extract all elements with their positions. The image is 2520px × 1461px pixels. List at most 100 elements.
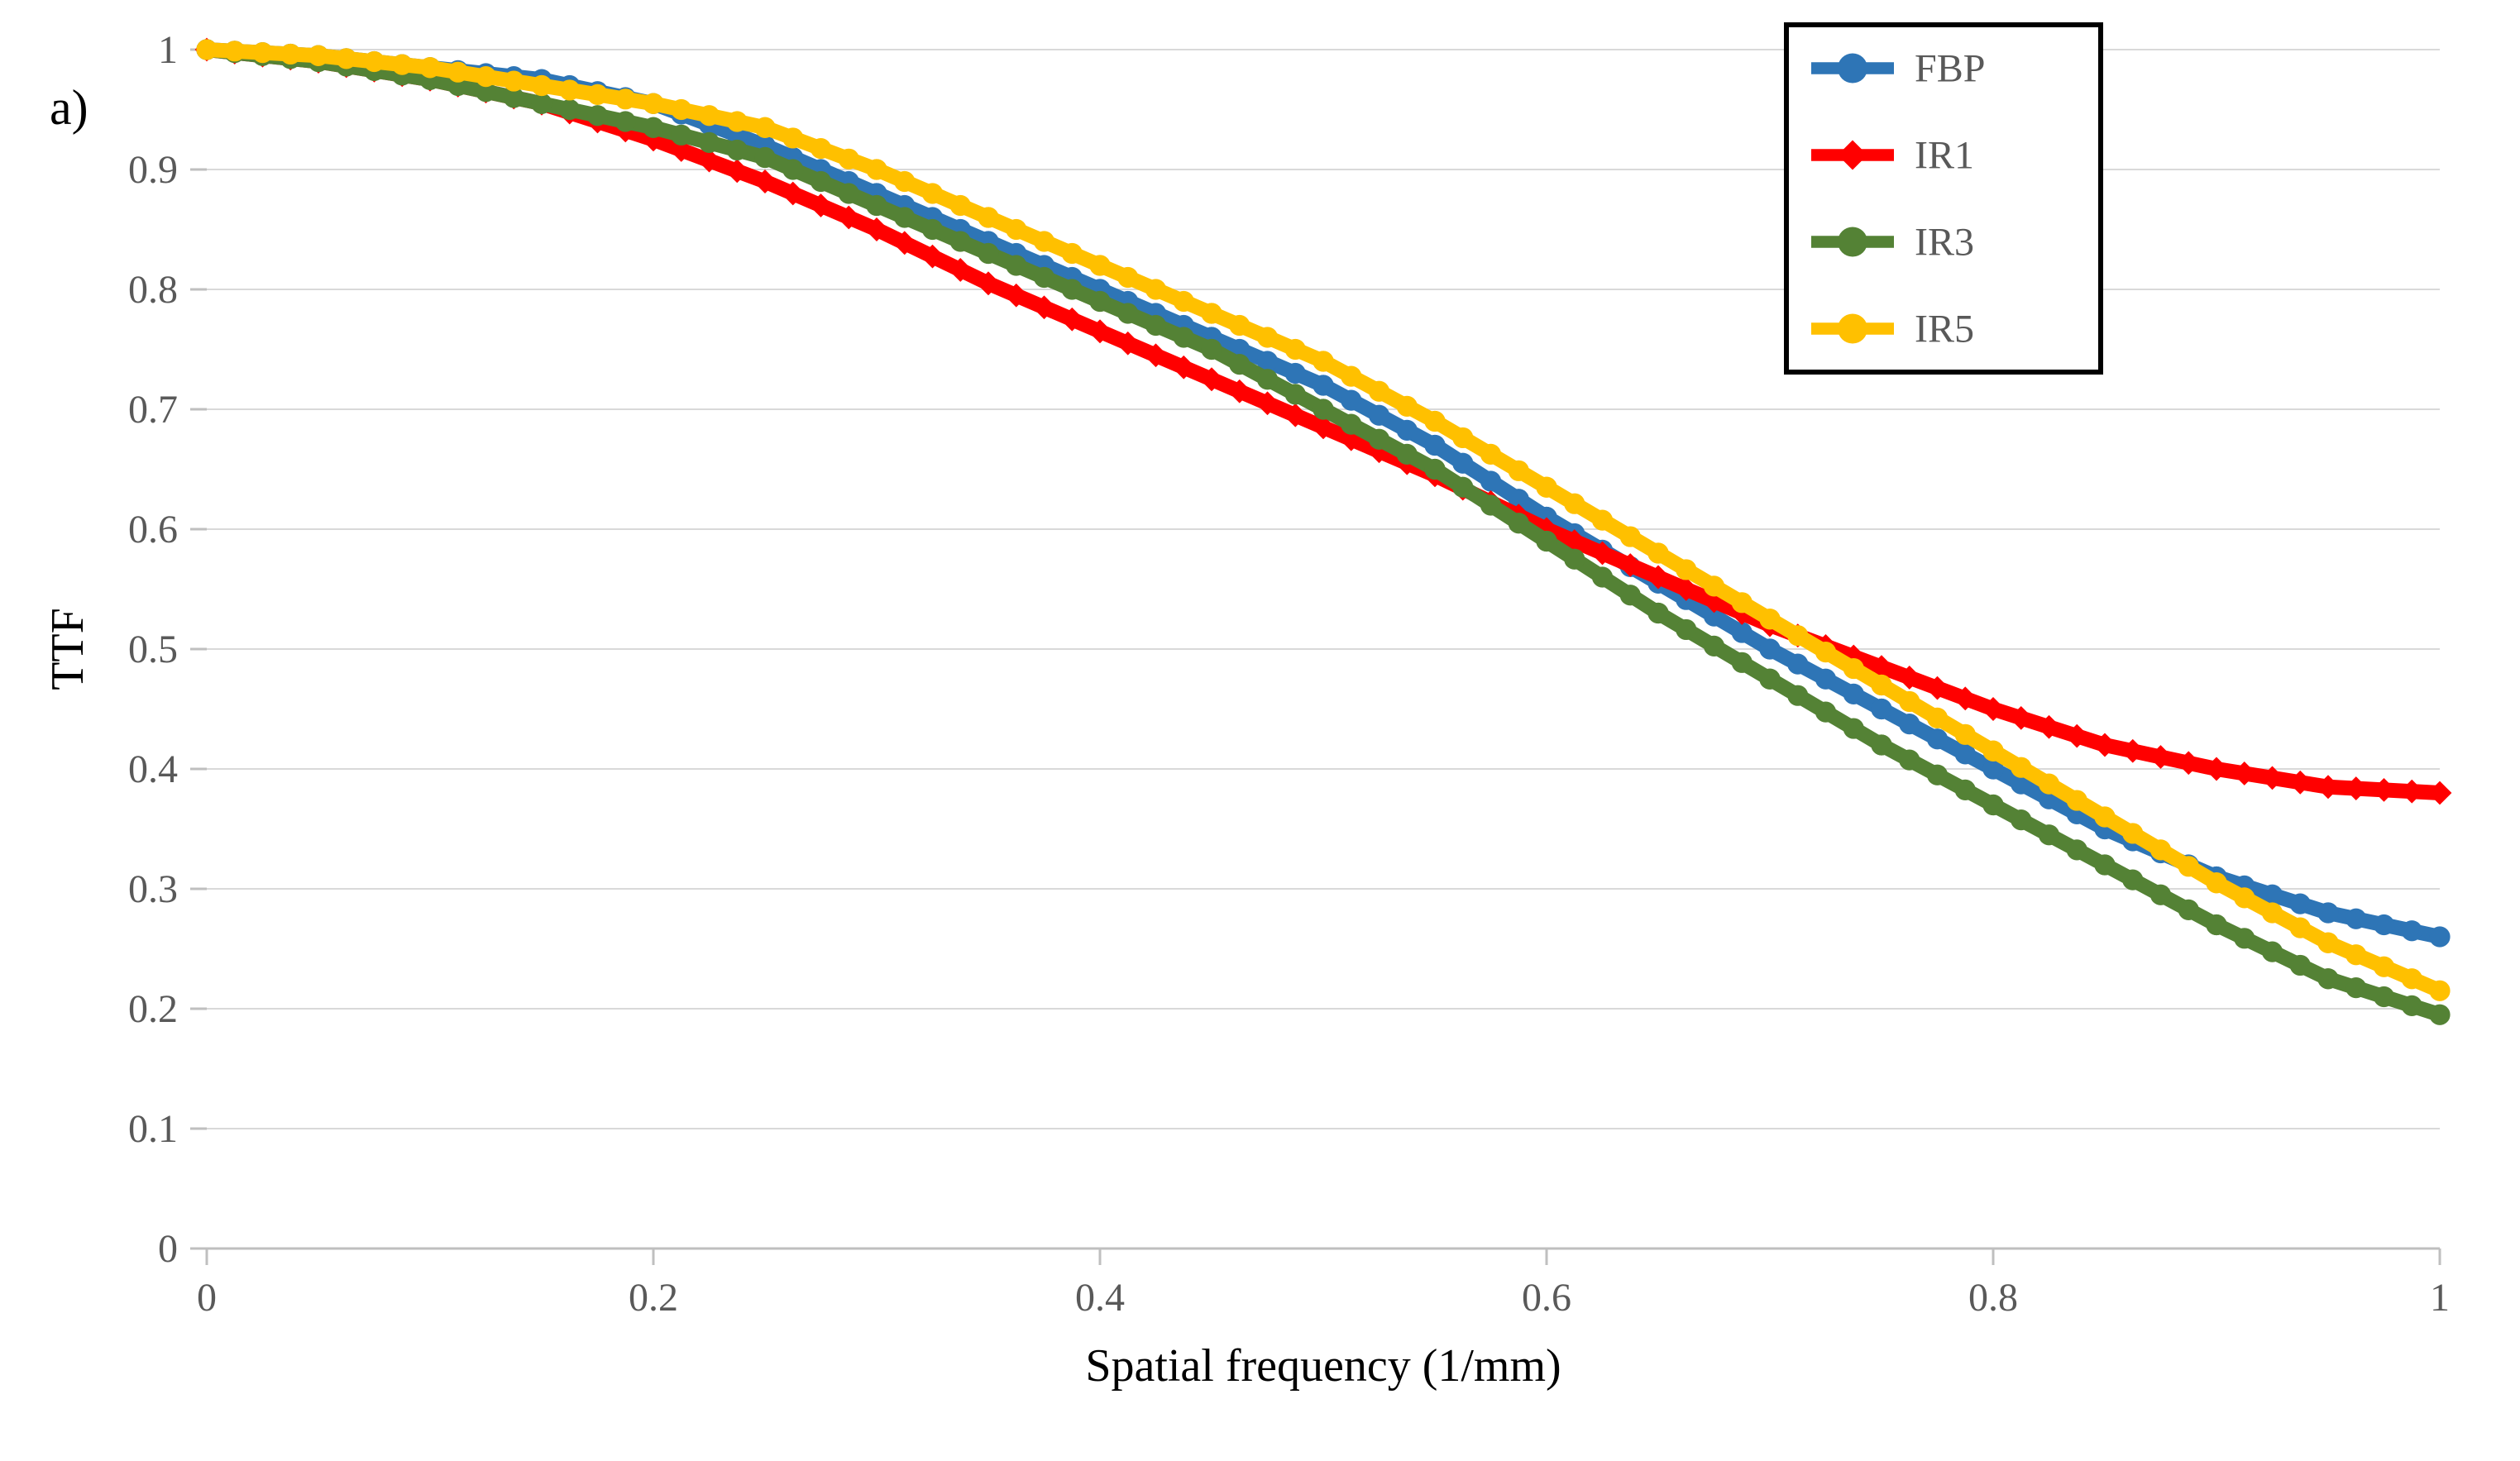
series-marker bbox=[1871, 675, 1891, 695]
series-marker bbox=[1927, 728, 1948, 749]
series-marker bbox=[1341, 414, 1361, 435]
series-marker bbox=[1452, 477, 1473, 498]
y-axis-label: TTF bbox=[42, 608, 93, 690]
series-marker bbox=[1006, 219, 1026, 240]
series-marker bbox=[1927, 708, 1948, 728]
series-marker bbox=[2039, 824, 2059, 845]
series-marker bbox=[2345, 977, 2366, 998]
legend-label: IR1 bbox=[1915, 134, 1974, 178]
series-marker bbox=[2039, 774, 2059, 795]
series-marker bbox=[2150, 885, 2171, 905]
series-marker bbox=[1592, 566, 1613, 587]
series-marker bbox=[2402, 920, 2422, 941]
series-marker bbox=[1787, 685, 1808, 706]
series-marker bbox=[364, 51, 385, 72]
series-marker bbox=[922, 183, 943, 203]
series-marker bbox=[252, 42, 273, 63]
series-marker bbox=[1174, 291, 1194, 312]
series-marker bbox=[866, 195, 887, 216]
series-marker bbox=[1313, 375, 1333, 395]
y-tick-label: 0.3 bbox=[128, 867, 178, 911]
series-marker bbox=[2402, 968, 2422, 989]
series-marker bbox=[2429, 926, 2450, 947]
x-tick-label: 0.2 bbox=[629, 1276, 678, 1320]
series-marker bbox=[2094, 806, 2115, 827]
series-marker bbox=[811, 171, 831, 192]
series-marker bbox=[1815, 669, 1836, 690]
y-tick-label: 0.9 bbox=[128, 148, 178, 192]
series-marker bbox=[2178, 856, 2199, 876]
series-marker bbox=[615, 111, 636, 131]
series-marker bbox=[1676, 619, 1696, 640]
series-marker bbox=[1955, 724, 1976, 745]
series-marker bbox=[1927, 765, 1948, 785]
series-marker bbox=[1062, 243, 1083, 264]
series-marker bbox=[1229, 315, 1250, 336]
series-marker bbox=[2290, 955, 2311, 976]
series-marker bbox=[2290, 918, 2311, 938]
series-marker bbox=[2234, 928, 2255, 948]
series-marker bbox=[2345, 909, 2366, 929]
series-marker bbox=[1592, 510, 1613, 531]
series-marker bbox=[531, 93, 552, 114]
series-marker bbox=[699, 105, 720, 126]
series-marker bbox=[559, 79, 580, 100]
y-tick-label: 0.5 bbox=[128, 628, 178, 671]
series-marker bbox=[1899, 714, 1920, 734]
legend-label: FBP bbox=[1915, 47, 1985, 91]
series-marker bbox=[894, 207, 915, 227]
series-marker bbox=[2429, 981, 2450, 1001]
series-marker bbox=[2067, 839, 2087, 860]
series-marker bbox=[1397, 444, 1418, 465]
series-marker bbox=[671, 125, 691, 146]
series-marker bbox=[2402, 995, 2422, 1016]
y-tick-label: 0.7 bbox=[128, 388, 178, 432]
series-marker bbox=[2262, 942, 2283, 962]
series-marker bbox=[1843, 684, 1864, 704]
series-marker bbox=[587, 84, 608, 105]
x-tick-label: 0.4 bbox=[1075, 1276, 1125, 1320]
series-marker bbox=[336, 48, 356, 69]
series-marker bbox=[1424, 459, 1445, 480]
series-marker bbox=[1676, 559, 1696, 580]
series-marker bbox=[950, 195, 971, 216]
series-marker bbox=[2317, 902, 2338, 923]
series-marker bbox=[2122, 823, 2143, 843]
chart-background bbox=[0, 0, 2520, 1461]
series-marker bbox=[978, 243, 998, 264]
series-marker bbox=[643, 93, 663, 114]
series-marker bbox=[1564, 494, 1585, 514]
series-marker bbox=[2234, 887, 2255, 908]
series-marker bbox=[1117, 267, 1138, 288]
series-marker bbox=[894, 171, 915, 192]
series-marker bbox=[1285, 339, 1306, 360]
series-marker bbox=[1759, 609, 1780, 629]
series-marker bbox=[699, 132, 720, 153]
x-tick-label: 0.8 bbox=[1968, 1276, 2018, 1320]
x-axis-label: Spatial frequency (1/mm) bbox=[1085, 1340, 1561, 1392]
series-marker bbox=[2011, 757, 2031, 778]
series-marker bbox=[839, 183, 859, 203]
series-marker bbox=[196, 39, 217, 60]
series-marker bbox=[559, 99, 580, 120]
ttf-line-chart: 00.20.40.60.8100.10.20.30.40.50.60.70.80… bbox=[0, 0, 2520, 1461]
series-marker bbox=[615, 88, 636, 109]
series-marker bbox=[2206, 872, 2226, 893]
series-marker bbox=[2345, 944, 2366, 965]
series-marker bbox=[671, 99, 691, 120]
y-tick-label: 0 bbox=[158, 1227, 178, 1271]
series-marker bbox=[1369, 429, 1389, 450]
series-marker bbox=[1062, 279, 1083, 299]
series-marker bbox=[280, 44, 301, 64]
series-marker bbox=[1620, 585, 1641, 605]
legend-swatch-marker bbox=[1838, 314, 1867, 344]
series-marker bbox=[1369, 405, 1389, 426]
series-marker bbox=[1397, 396, 1418, 417]
series-marker bbox=[1843, 718, 1864, 738]
series-marker bbox=[2290, 894, 2311, 914]
series-marker bbox=[727, 140, 748, 160]
series-marker bbox=[1313, 399, 1333, 419]
y-tick-label: 0.1 bbox=[128, 1107, 178, 1151]
series-marker bbox=[1424, 411, 1445, 432]
series-marker bbox=[1174, 327, 1194, 347]
